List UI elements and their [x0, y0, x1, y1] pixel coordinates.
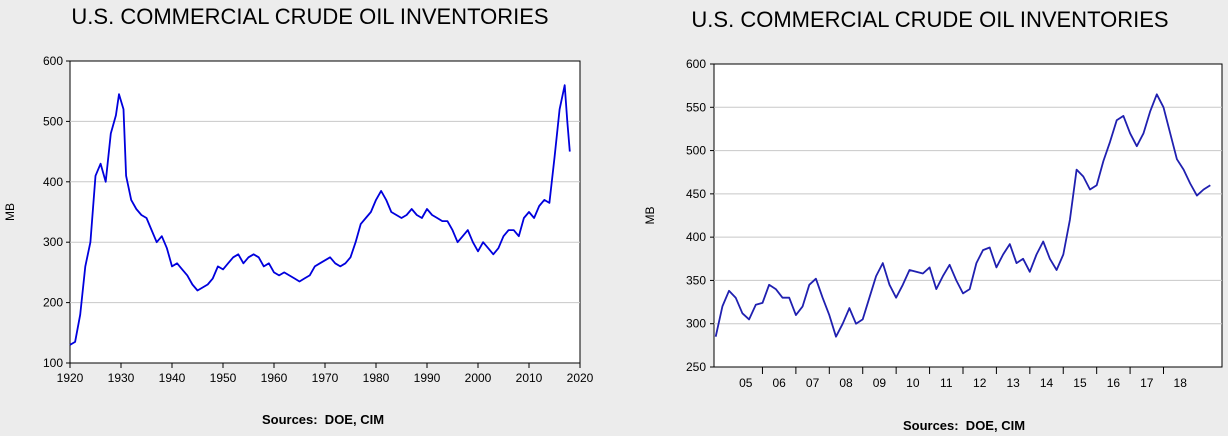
x-tick-label: 16 — [1107, 376, 1121, 390]
plot-area — [69, 60, 581, 364]
chart-title: U.S. COMMERCIAL CRUDE OIL INVENTORIES — [691, 7, 1169, 32]
x-tick-label: 1980 — [363, 371, 390, 385]
y-tick-label: 400 — [686, 230, 706, 244]
y-tick-label: 350 — [686, 273, 706, 287]
series-line — [69, 84, 571, 346]
x-tick-label: 10 — [906, 376, 920, 390]
chart-source: Sources: DOE, CIM — [902, 418, 1026, 433]
x-tick-label: 06 — [772, 376, 786, 390]
x-tick-label: 1920 — [57, 371, 84, 385]
x-tick-label: 15 — [1073, 376, 1087, 390]
x-tick-label: 1940 — [159, 371, 186, 385]
chart-source: Sources: DOE, CIM — [261, 412, 385, 427]
x-tick-label: 2000 — [465, 371, 492, 385]
chart-plot-right: 250 300 350 400 450 500 550 600 05 06 07 08 09 10 11 12… — [643, 57, 1223, 390]
y-tick-label: 300 — [43, 235, 63, 249]
chart-panel-left: U.S. COMMERCIAL CRUDE OIL INVENTORIES 10… — [0, 0, 610, 436]
series-line — [714, 93, 1211, 338]
plot-area — [713, 63, 1223, 368]
x-tick-label: 1930 — [108, 371, 135, 385]
x-tick-label: 09 — [873, 376, 887, 390]
y-axis-label: MB — [3, 203, 17, 221]
x-tick-label: 12 — [973, 376, 987, 390]
y-axis-label: MB — [643, 207, 657, 225]
y-tick-label: 500 — [43, 114, 63, 128]
x-tick-label: 11 — [940, 376, 953, 390]
x-tick-label: 13 — [1006, 376, 1020, 390]
x-tick-label: 18 — [1174, 376, 1188, 390]
x-tick-label: 05 — [739, 376, 753, 390]
x-tick-label: 08 — [839, 376, 853, 390]
y-tick-label: 450 — [686, 187, 706, 201]
y-tick-label: 600 — [43, 54, 63, 68]
x-tick-label: 1990 — [414, 371, 441, 385]
y-tick-label: 500 — [686, 144, 706, 158]
chart-title: U.S. COMMERCIAL CRUDE OIL INVENTORIES — [71, 4, 549, 29]
y-tick-label: 550 — [686, 100, 706, 114]
x-tick-label: 1970 — [312, 371, 339, 385]
y-tick-label: 300 — [686, 317, 706, 331]
y-tick-label: 600 — [686, 57, 706, 71]
x-tick-label: 17 — [1140, 376, 1154, 390]
x-tick-label: 07 — [806, 376, 820, 390]
chart-panel-right: U.S. COMMERCIAL CRUDE OIL INVENTORIES 25… — [610, 0, 1228, 436]
y-tick-label: 250 — [686, 360, 706, 374]
x-tick-label: 14 — [1040, 376, 1054, 390]
y-tick-label: 100 — [43, 356, 63, 370]
chart-plot-left: 100 200 300 400 500 600 1920 1930 1940 1950 1960 19… — [3, 54, 594, 385]
y-tick-label: 400 — [43, 175, 63, 189]
x-tick-label: 1950 — [210, 371, 237, 385]
x-tick-label: 2020 — [567, 371, 594, 385]
y-tick-label: 200 — [43, 296, 63, 310]
x-tick-label: 2010 — [516, 371, 543, 385]
x-tick-label: 1960 — [261, 371, 288, 385]
